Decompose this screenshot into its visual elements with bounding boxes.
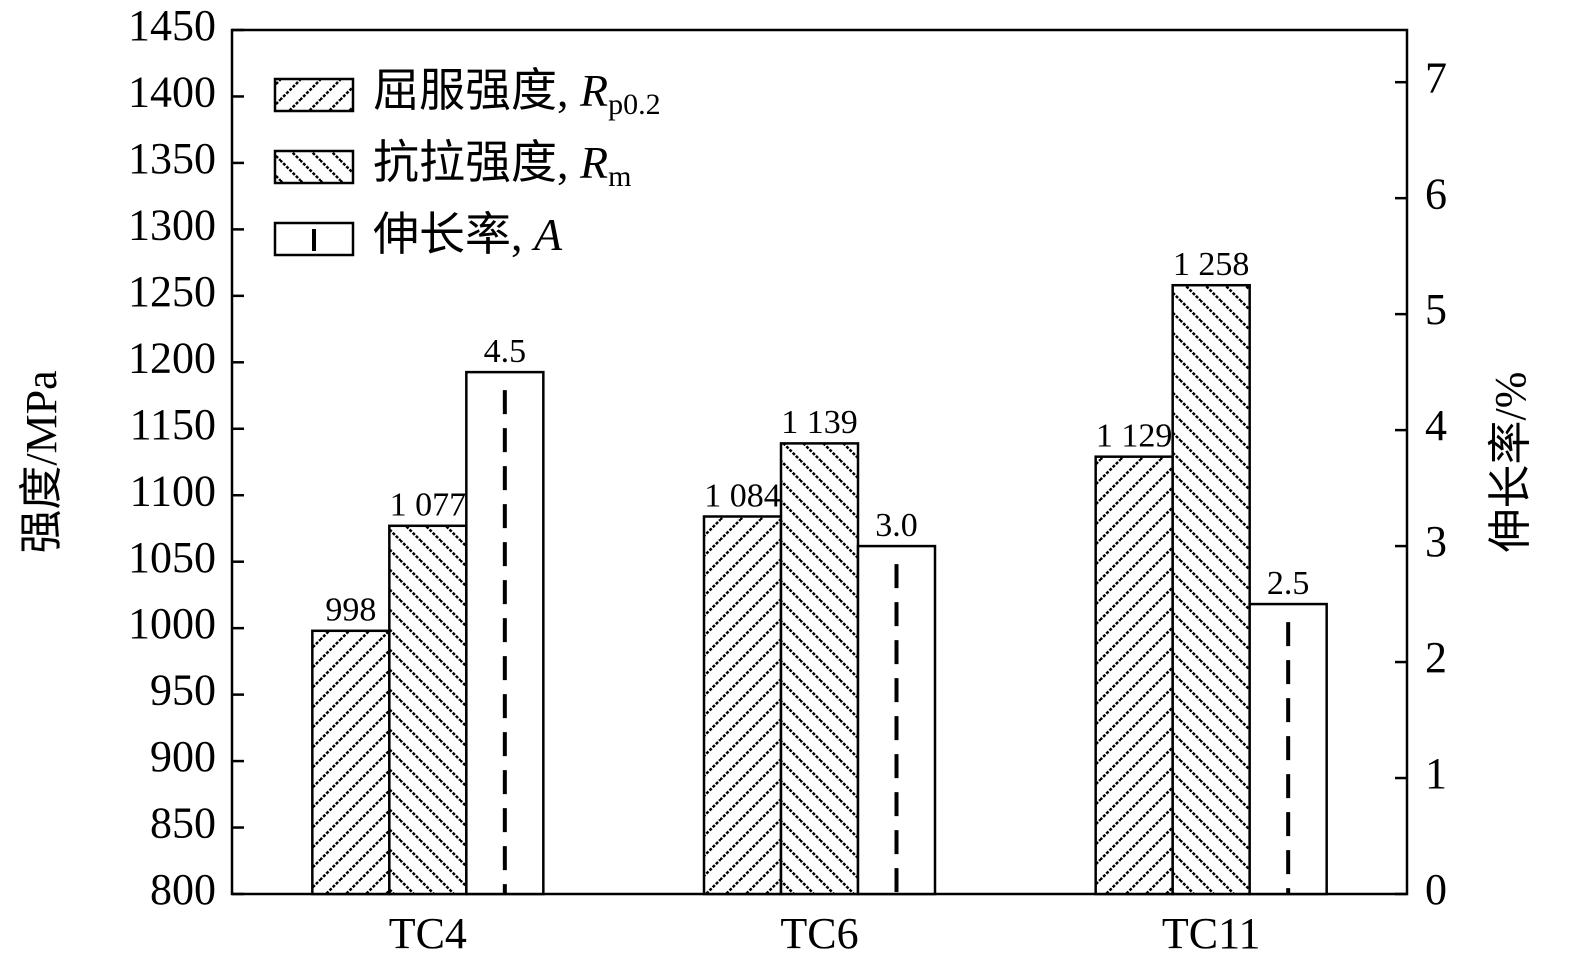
legend-subscript: p0.2 [608,88,661,121]
bar [388,524,468,896]
legend-swatch [273,149,355,185]
value-label: 2.5 [1267,565,1310,602]
legend-swatch [273,77,355,113]
y2-tick-label: 3 [1425,517,1447,566]
y-tick-label: 1200 [128,333,216,382]
y-tick-label: 1250 [128,267,216,316]
y2-tick-label: 5 [1425,285,1447,334]
bar-group [779,442,860,896]
legend-label: 屈服强度, Rp0.2 [373,65,661,121]
bar-group [856,544,937,896]
bar [311,629,391,896]
bar [1171,283,1251,896]
bar [1094,455,1174,896]
bar-group [465,370,545,896]
bar-group [1171,283,1251,896]
bar-group [311,629,391,896]
y-tick-label: 850 [150,799,216,848]
y2-tick-label: 0 [1425,865,1447,914]
bar [702,515,783,896]
value-label: 1 077 [390,487,467,524]
y-tick-label: 1300 [128,200,216,249]
legend-symbol: R [579,137,608,188]
x-tick-label: TC11 [1162,909,1261,958]
value-label: 1 129 [1096,417,1173,454]
y-tick-label: 950 [150,666,216,715]
value-label: 1 139 [781,404,858,441]
legend-text: 抗拉强度, [373,137,580,188]
y2-tick-label: 2 [1425,633,1447,682]
y2-tick-label: 1 [1425,749,1447,798]
y-tick-label: 1400 [128,68,216,117]
bar-group [1248,602,1328,896]
bar-group [1094,455,1174,896]
y-tick-label: 900 [150,732,216,781]
y-tick-label: 1100 [130,466,216,515]
y2-axis-label: 伸长率/% [1486,372,1535,553]
value-label: 1 258 [1173,246,1250,283]
value-label: 1 084 [704,477,781,514]
legend-symbol: A [531,209,563,260]
y-tick-label: 1450 [128,1,216,50]
legend-symbol: R [579,65,608,116]
y2-tick-label: 4 [1425,401,1447,450]
y2-tick-label: 7 [1425,53,1447,102]
y-tick-label: 1000 [128,599,216,648]
legend-text: 伸长率, [373,209,534,260]
legend-label: 抗拉强度, Rm [373,137,631,193]
y-tick-label: 800 [150,865,216,914]
value-label: 4.5 [484,333,527,370]
bar-group [388,524,468,896]
y-tick-label: 1350 [128,134,216,183]
y2-tick-label: 6 [1425,169,1447,218]
y-axis-label: 强度/MPa [17,370,66,553]
legend-subscript: m [608,160,631,193]
x-tick-label: TC6 [780,909,858,958]
value-label: 3.0 [875,507,918,544]
bar-group [702,515,783,896]
legend-text: 屈服强度, [373,65,580,116]
bar [779,442,860,896]
x-tick-label: TC4 [389,909,467,958]
y-tick-label: 1150 [130,400,216,449]
value-label: 998 [325,592,376,629]
y-tick-label: 1050 [128,533,216,582]
legend-label: 伸长率, A [373,209,563,260]
